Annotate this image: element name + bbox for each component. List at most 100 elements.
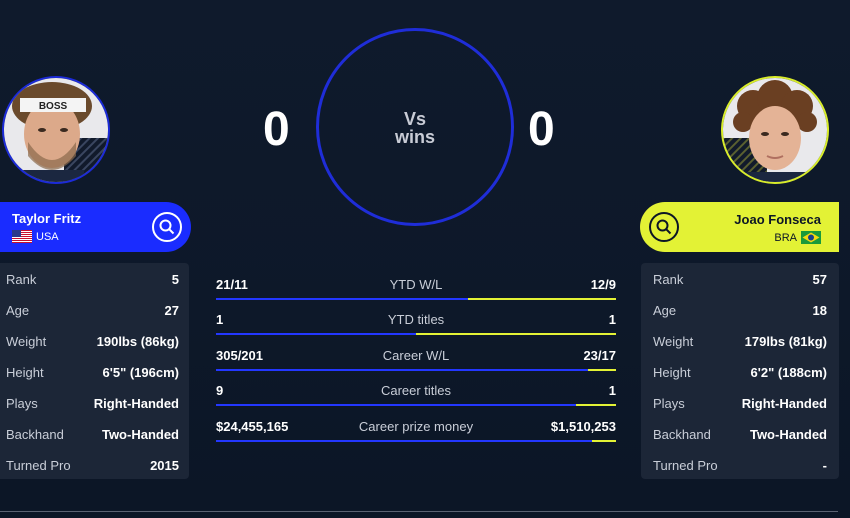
stat-label: Height <box>6 365 44 380</box>
comparison-bar <box>216 369 616 371</box>
player-left-card[interactable]: Taylor Fritz USA <box>0 202 191 252</box>
comparison-row-ytd-wl: 21/11 YTD W/L 12/9 <box>216 277 616 311</box>
comparison-bar-left <box>216 369 588 371</box>
search-icon <box>656 219 672 235</box>
stat-label: Plays <box>6 396 38 411</box>
brazil-flag-icon <box>801 231 821 244</box>
headband-text: BOSS <box>39 101 68 112</box>
comparison-right-value: 1 <box>608 312 616 327</box>
comparison-left-value: 21/11 <box>216 277 248 292</box>
stat-label: Weight <box>6 334 47 349</box>
stat-value: Right-Handed <box>741 396 827 411</box>
comparison-bar-left <box>216 333 416 335</box>
comparison-label: YTD titles <box>387 312 445 327</box>
stat-label: Turned Pro <box>6 458 71 473</box>
comparison-right-value: 1 <box>608 383 616 398</box>
stat-row-plays: Plays Right-Handed <box>641 387 839 418</box>
stat-value: 27 <box>164 303 179 318</box>
comparison-label: Career W/L <box>382 348 450 363</box>
stat-value: Right-Handed <box>93 396 179 411</box>
stat-label: Weight <box>653 334 694 349</box>
wins-label: wins <box>394 127 435 147</box>
player-right-wins: 0 <box>528 103 555 156</box>
comparison-bar-right <box>416 333 616 335</box>
player-left-wins: 0 <box>263 103 290 156</box>
comparison-row-career-titles: 9 Career titles 1 <box>216 383 616 417</box>
stat-row-rank: Rank 5 <box>0 263 189 294</box>
comparison-label: Career prize money <box>358 419 474 434</box>
stat-value: Two-Handed <box>101 427 179 442</box>
stat-value: 6'2" (188cm) <box>750 365 827 380</box>
stat-row-height: Height 6'2" (188cm) <box>641 356 839 387</box>
comparison-left-value: $24,455,165 <box>216 419 289 434</box>
stat-row-height: Height 6'5" (196cm) <box>0 356 189 387</box>
usa-flag-icon <box>12 230 32 243</box>
comparison-left-value: 1 <box>216 312 224 327</box>
comparison-row-career-prize-money: $24,455,165 Career prize money $1,510,25… <box>216 419 616 453</box>
player-left-search-button[interactable] <box>152 212 182 242</box>
stat-label: Backhand <box>6 427 64 442</box>
stat-row-plays: Plays Right-Handed <box>0 387 189 418</box>
comparison-right-value: $1,510,253 <box>550 419 616 434</box>
stat-value: 5 <box>171 272 179 287</box>
comparison-bar <box>216 440 616 442</box>
stat-row-weight: Weight 179lbs (81kg) <box>641 325 839 356</box>
search-icon <box>159 219 175 235</box>
stat-value: 18 <box>812 303 827 318</box>
stat-label: Rank <box>653 272 684 287</box>
stat-value: 6'5" (196cm) <box>102 365 179 380</box>
stat-label: Rank <box>6 272 37 287</box>
comparison-label: Career titles <box>380 383 452 398</box>
stat-label: Turned Pro <box>653 458 718 473</box>
stat-row-rank: Rank 57 <box>641 263 839 294</box>
comparison-bar-left <box>216 440 592 442</box>
player-left-name: Taylor Fritz <box>12 211 82 226</box>
comparison-bar-left <box>216 404 576 406</box>
stat-label: Height <box>653 365 691 380</box>
divider <box>0 511 838 512</box>
player-right-stats-panel: Rank 57 Age 18 Weight 179lbs (81kg) Heig… <box>641 263 839 479</box>
comparison-bar <box>216 404 616 406</box>
stat-value: 179lbs (81kg) <box>744 334 827 349</box>
stat-label: Age <box>653 303 677 318</box>
comparison-bar <box>216 333 616 335</box>
comparison-row-career-wl: 305/201 Career W/L 23/17 <box>216 348 616 382</box>
player-right-name: Joao Fonseca <box>734 212 821 227</box>
vs-label: Vs <box>403 109 427 129</box>
comparison-left-value: 9 <box>216 383 224 398</box>
player-left-country: USA <box>36 231 59 243</box>
comparison-right-value: 12/9 <box>590 277 616 292</box>
stat-value: - <box>822 458 827 473</box>
stat-label: Age <box>6 303 30 318</box>
player-left-avatar: BOSS <box>2 76 110 184</box>
stat-value: 2015 <box>150 458 179 473</box>
comparison-bar-right <box>592 440 616 442</box>
stat-row-turned-pro: Turned Pro 2015 <box>0 449 189 480</box>
stat-row-turned-pro: Turned Pro - <box>641 449 839 480</box>
comparison-right-value: 23/17 <box>583 348 616 363</box>
comparison-bar <box>216 298 616 300</box>
stat-row-backhand: Backhand Two-Handed <box>0 418 189 449</box>
stat-label: Plays <box>653 396 685 411</box>
stat-value: 190lbs (86kg) <box>96 334 179 349</box>
comparison-bar-right <box>576 404 616 406</box>
comparison-bar-left <box>216 298 468 300</box>
player-left-stats-panel: Rank 5 Age 27 Weight 190lbs (86kg) Heigh… <box>0 263 189 479</box>
comparison-row-ytd-titles: 1 YTD titles 1 <box>216 312 616 346</box>
player-right-avatar <box>721 76 829 184</box>
player-right-card[interactable]: Joao Fonseca BRA <box>640 202 839 252</box>
player-right-country: BRA <box>774 232 797 244</box>
stat-value: 57 <box>812 272 827 287</box>
stat-label: Backhand <box>653 427 711 442</box>
stat-value: Two-Handed <box>749 427 827 442</box>
stat-row-backhand: Backhand Two-Handed <box>641 418 839 449</box>
comparison-label: YTD W/L <box>389 277 443 292</box>
comparison-bar-right <box>588 369 616 371</box>
player-right-search-button[interactable] <box>649 212 679 242</box>
vs-circle: Vs wins <box>316 28 514 226</box>
comparison-left-value: 305/201 <box>216 348 263 363</box>
stat-row-age: Age 18 <box>641 294 839 325</box>
stat-row-age: Age 27 <box>0 294 189 325</box>
stat-row-weight: Weight 190lbs (86kg) <box>0 325 189 356</box>
comparison-bar-right <box>468 298 616 300</box>
